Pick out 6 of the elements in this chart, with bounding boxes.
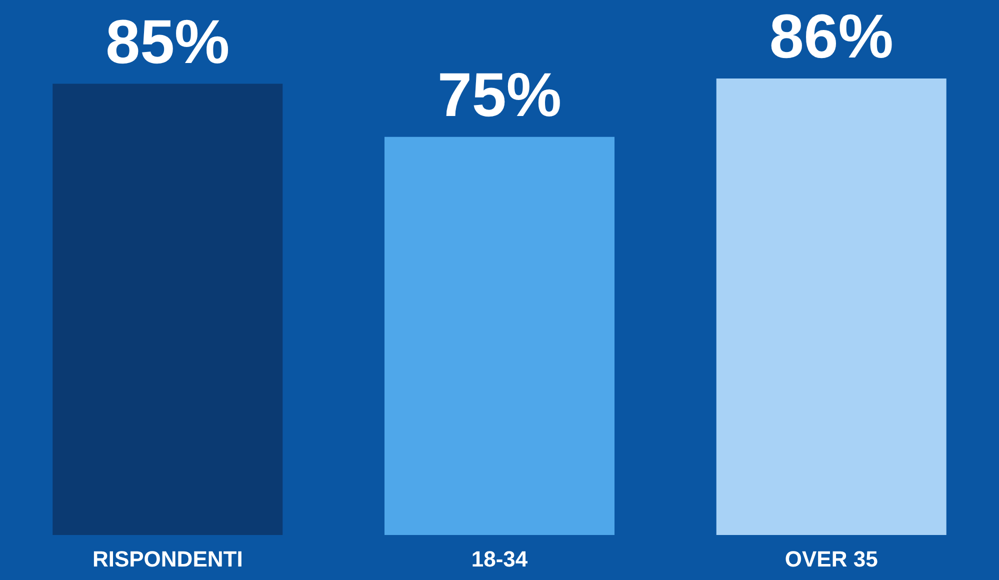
data-label: 86% — [769, 2, 894, 72]
data-label: 75% — [437, 60, 562, 130]
data-label: 85% — [106, 8, 230, 77]
x-tick-label: RISPONDENTI — [92, 546, 243, 572]
x-tick-label: OVER 35 — [784, 546, 878, 572]
x-tick-label: 18-34 — [471, 546, 528, 572]
